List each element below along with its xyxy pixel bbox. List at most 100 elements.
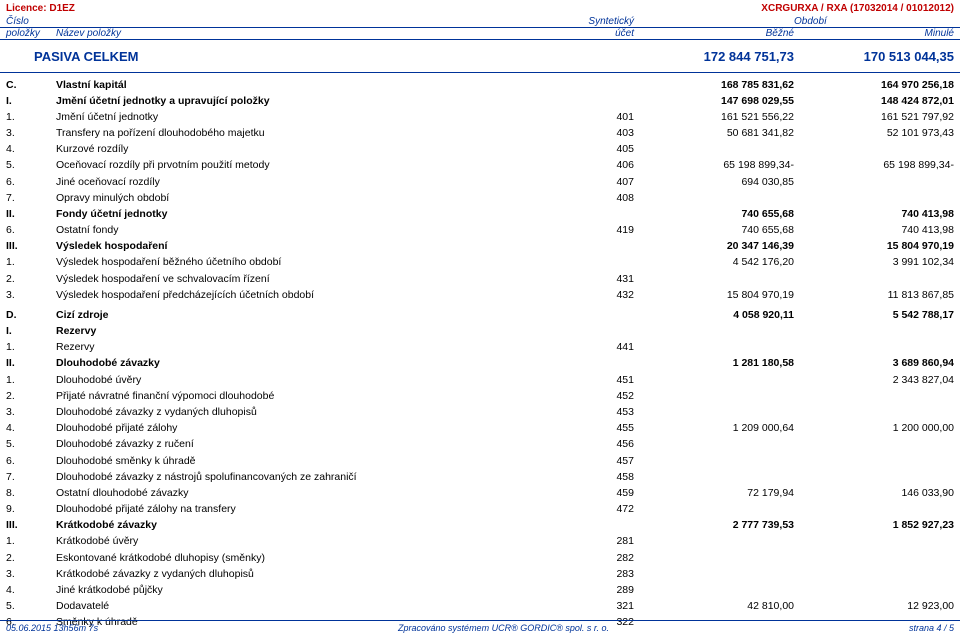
row-name: Rezervy	[56, 324, 564, 338]
row-cur	[634, 502, 794, 516]
licence-text: Licence: D1EZ	[6, 3, 75, 14]
row-prev: 1 200 000,00	[794, 421, 954, 435]
row-cur: 4 058 920,11	[634, 308, 794, 322]
row-acct	[564, 255, 634, 269]
table-row: 4.Dlouhodobé přijaté zálohy4551 209 000,…	[0, 420, 960, 436]
table-row: 6.Dlouhodobé směnky k úhradě457	[0, 453, 960, 469]
row-acct: 432	[564, 288, 634, 302]
table-row: 2.Eskontované krátkodobé dluhopisy (směn…	[0, 550, 960, 566]
row-acct: 283	[564, 567, 634, 581]
table-row: 2.Přijaté návratné finanční výpomoci dlo…	[0, 388, 960, 404]
row-prev: 146 033,90	[794, 486, 954, 500]
row-name: Jmění účetní jednotky a upravující polož…	[56, 94, 564, 108]
row-prev	[794, 534, 954, 548]
footer: 05.06.2015 13h56m 7s Zpracováno systémem…	[0, 620, 960, 635]
row-acct	[564, 48, 634, 66]
row-cur: 740 655,68	[634, 207, 794, 221]
row-num: II.	[6, 207, 56, 221]
row-cur: 147 698 029,55	[634, 94, 794, 108]
header-period	[634, 16, 794, 27]
row-name: Dlouhodobé závazky	[56, 356, 564, 370]
row-name: Dlouhodobé přijaté zálohy na transfery	[56, 502, 564, 516]
row-num: 3.	[6, 567, 56, 581]
row-name: Výsledek hospodaření běžného účetního ob…	[56, 255, 564, 269]
row-acct: 451	[564, 373, 634, 387]
row-num: 8.	[6, 486, 56, 500]
row-cur	[634, 534, 794, 548]
row-cur: 20 347 146,39	[634, 239, 794, 253]
row-acct: 403	[564, 126, 634, 140]
row-name: Dlouhodobé přijaté zálohy	[56, 421, 564, 435]
table-row: I.Jmění účetní jednotky a upravující pol…	[0, 93, 960, 109]
row-name: Transfery na pořízení dlouhodobého majet…	[56, 126, 564, 140]
row-num: 6.	[6, 175, 56, 189]
row-num: 2.	[6, 551, 56, 565]
row-name: Dlouhodobé závazky z vydaných dluhopisů	[56, 405, 564, 419]
row-prev	[794, 551, 954, 565]
row-name: Ostatní dlouhodobé závazky	[56, 486, 564, 500]
row-num: 6.	[6, 454, 56, 468]
table-row: 9.Dlouhodobé přijaté zálohy na transfery…	[0, 501, 960, 517]
table-row: 7.Dlouhodobé závazky z nástrojů spolufin…	[0, 469, 960, 485]
row-prev	[794, 191, 954, 205]
row-acct: 441	[564, 340, 634, 354]
row-acct: 289	[564, 583, 634, 597]
table-row: I.Rezervy	[0, 323, 960, 339]
row-num: 3.	[6, 126, 56, 140]
row-cur	[634, 567, 794, 581]
row-num: 5.	[6, 158, 56, 172]
row-acct	[564, 207, 634, 221]
row-prev	[794, 454, 954, 468]
row-acct	[564, 308, 634, 322]
table-row: 2.Výsledek hospodaření ve schvalovacím ř…	[0, 271, 960, 287]
row-name: Krátkodobé úvěry	[56, 534, 564, 548]
row-name: Oceňovací rozdíly při prvotním použití m…	[56, 158, 564, 172]
row-acct: 401	[564, 110, 634, 124]
row-num: 1.	[6, 340, 56, 354]
row-prev: 5 542 788,17	[794, 308, 954, 322]
table-row: 7.Opravy minulých období408	[0, 190, 960, 206]
row-acct: 455	[564, 421, 634, 435]
row-cur	[634, 272, 794, 286]
row-num: 4.	[6, 142, 56, 156]
row-cur	[634, 405, 794, 419]
row-prev: 1 852 927,23	[794, 518, 954, 532]
row-prev: 3 689 860,94	[794, 356, 954, 370]
footer-page: strana 4 / 5	[909, 623, 954, 633]
row-name: Vlastní kapitál	[56, 78, 564, 92]
row-prev: 52 101 973,43	[794, 126, 954, 140]
header-num2: položky	[6, 28, 56, 39]
row-num: 5.	[6, 437, 56, 451]
row-name: Výsledek hospodaření předcházejících úče…	[56, 288, 564, 302]
row-cur: 15 804 970,19	[634, 288, 794, 302]
row-cur: 740 655,68	[634, 223, 794, 237]
row-num: 3.	[6, 288, 56, 302]
row-num: III.	[6, 239, 56, 253]
row-cur	[634, 583, 794, 597]
table-row: 3.Transfery na pořízení dlouhodobého maj…	[0, 125, 960, 141]
row-prev	[794, 470, 954, 484]
table-row: 6.Ostatní fondy419740 655,68740 413,98	[0, 222, 960, 238]
row-name: Dlouhodobé směnky k úhradě	[56, 454, 564, 468]
row-cur: 4 542 176,20	[634, 255, 794, 269]
row-num: 3.	[6, 405, 56, 419]
row-prev	[794, 502, 954, 516]
row-name: Dodavatelé	[56, 599, 564, 613]
row-name: Kurzové rozdíly	[56, 142, 564, 156]
row-prev: 2 343 827,04	[794, 373, 954, 387]
row-prev	[794, 340, 954, 354]
row-name: Ostatní fondy	[56, 223, 564, 237]
row-num: 1.	[6, 373, 56, 387]
row-prev	[794, 405, 954, 419]
row-prev: 164 970 256,18	[794, 78, 954, 92]
row-acct: 472	[564, 502, 634, 516]
row-cur	[634, 373, 794, 387]
table-row: C.Vlastní kapitál168 785 831,62164 970 2…	[0, 77, 960, 93]
row-num: I.	[6, 94, 56, 108]
header-name2: Název položky	[56, 28, 564, 39]
row-cur	[634, 470, 794, 484]
row-name: Krátkodobé závazky z vydaných dluhopisů	[56, 567, 564, 581]
row-num: 1.	[6, 255, 56, 269]
table-row: 6.Jiné oceňovací rozdíly407694 030,85	[0, 174, 960, 190]
row-prev	[794, 142, 954, 156]
